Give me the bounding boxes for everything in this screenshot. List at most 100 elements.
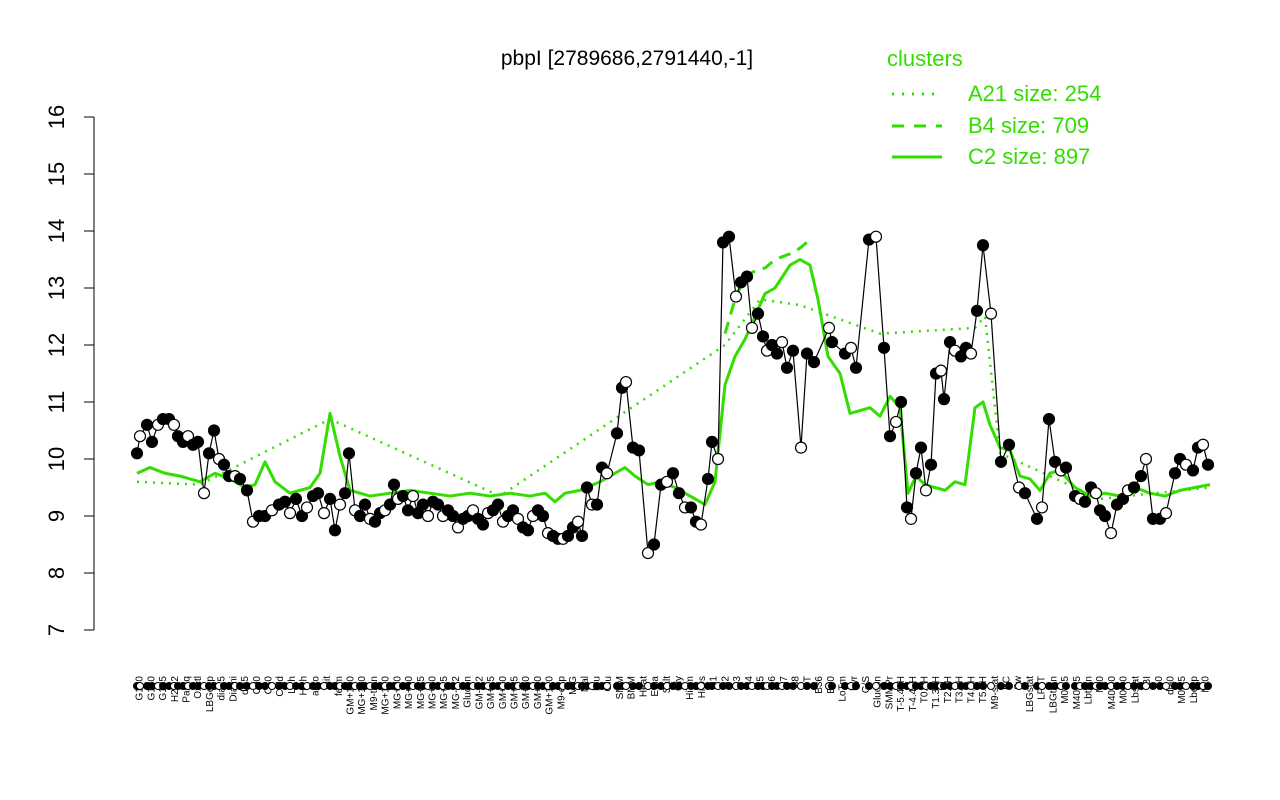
data-point — [207, 424, 221, 437]
x-tick-label: B36 — [814, 676, 825, 694]
x-tick-label: Lbtran — [1083, 676, 1094, 704]
x-tick-label: MG+60 — [404, 676, 415, 710]
data-point — [401, 504, 415, 517]
data-point — [1059, 461, 1073, 474]
data-point — [536, 509, 550, 523]
x-tick-label: S1 — [709, 676, 720, 689]
x-tick-label: nit — [322, 676, 333, 687]
x-tick-label: S4 — [744, 676, 755, 689]
data-point — [140, 418, 154, 431]
rug-marker — [789, 682, 797, 690]
data-point — [825, 336, 839, 349]
data-point — [1035, 501, 1049, 514]
data-point — [580, 481, 594, 494]
data-point — [1018, 487, 1032, 500]
x-tick-label: GM+90 — [533, 676, 544, 710]
rug-marker — [872, 682, 880, 690]
data-point — [701, 472, 715, 486]
data-point — [619, 375, 633, 389]
rug-marker — [979, 682, 987, 690]
rug-marker — [1062, 682, 1070, 690]
data-point — [775, 336, 789, 349]
data-point — [353, 509, 367, 523]
y-tick-label: 12 — [44, 333, 69, 357]
data-point — [869, 230, 883, 243]
x-tick-label: Glucon — [873, 676, 884, 708]
data-point — [919, 484, 933, 497]
x-tick-label: MG+45 — [416, 676, 427, 710]
data-point — [647, 538, 661, 551]
rug-marker — [1021, 682, 1029, 690]
data-point — [476, 518, 490, 531]
rug-marker — [261, 682, 269, 690]
data-point — [1134, 470, 1148, 483]
x-tick-label: T1.30H — [931, 676, 942, 709]
data-point — [1127, 481, 1141, 494]
x-tick-label: S8 — [791, 676, 802, 689]
rug-marker — [725, 682, 733, 690]
x-axis: G150G180G135H2O2ParaqOxctlLBGexpdia15Dia… — [135, 675, 1212, 715]
data-point — [333, 498, 347, 511]
data-point — [883, 430, 897, 443]
rug-marker — [852, 682, 860, 690]
data-point — [711, 452, 725, 466]
data-point — [133, 430, 147, 443]
data-point — [358, 498, 372, 511]
x-tick-label: M9-exp — [556, 676, 567, 710]
data-point — [202, 447, 216, 460]
data-point — [521, 524, 535, 537]
y-axis: 7 8 9 10 11 12 13 14 15 16 — [44, 105, 95, 636]
x-tick-label: M9-tran — [369, 676, 380, 710]
data-point — [914, 441, 928, 454]
x-tick-label: M40t90 — [1107, 676, 1118, 710]
legend-label-c2: C2 size: 897 — [968, 144, 1090, 169]
data-point — [317, 507, 331, 520]
y-tick-label: 7 — [44, 624, 69, 636]
data-point — [1168, 467, 1182, 480]
data-point — [745, 321, 759, 334]
data-point — [590, 498, 604, 511]
data-point — [800, 347, 814, 360]
rug-marker — [650, 682, 658, 690]
data-point — [300, 501, 314, 514]
data-point — [328, 524, 342, 537]
data-point — [964, 347, 978, 360]
data-point — [167, 418, 181, 431]
x-tick-label: MG-0.2 — [451, 676, 462, 710]
x-tick-label: GM+45 — [509, 676, 520, 710]
data-point — [849, 361, 863, 374]
rug-marker — [828, 682, 836, 690]
rug-marker — [1038, 682, 1046, 690]
data-point — [1186, 464, 1200, 477]
rug-marker — [268, 682, 276, 690]
data-point — [684, 501, 698, 514]
data-point — [1098, 509, 1112, 523]
cluster-line-solid — [136, 258, 1211, 507]
data-point — [705, 435, 719, 448]
data-point — [1201, 458, 1215, 471]
data-point — [191, 435, 205, 448]
data-point — [342, 447, 356, 460]
data-point — [807, 356, 821, 369]
data-point — [130, 447, 144, 460]
data-point — [197, 487, 211, 500]
data-point — [1089, 487, 1103, 500]
data-point — [904, 512, 918, 525]
data-point — [632, 444, 646, 457]
x-tick-label: GM+120 — [545, 676, 556, 715]
rug-marker — [810, 682, 818, 690]
data-point — [729, 290, 743, 303]
data-point — [970, 304, 984, 317]
data-point — [794, 441, 808, 454]
x-tick-label: S3 — [732, 676, 743, 689]
data-point — [217, 458, 231, 471]
rug-marker — [1204, 682, 1212, 690]
data-point — [446, 509, 460, 523]
data-point — [421, 509, 435, 523]
data-point — [780, 361, 794, 374]
x-tick-label: GM+60 — [521, 676, 532, 710]
cluster-lines — [136, 238, 1211, 507]
x-tick-label: LBGstat — [1025, 676, 1036, 712]
